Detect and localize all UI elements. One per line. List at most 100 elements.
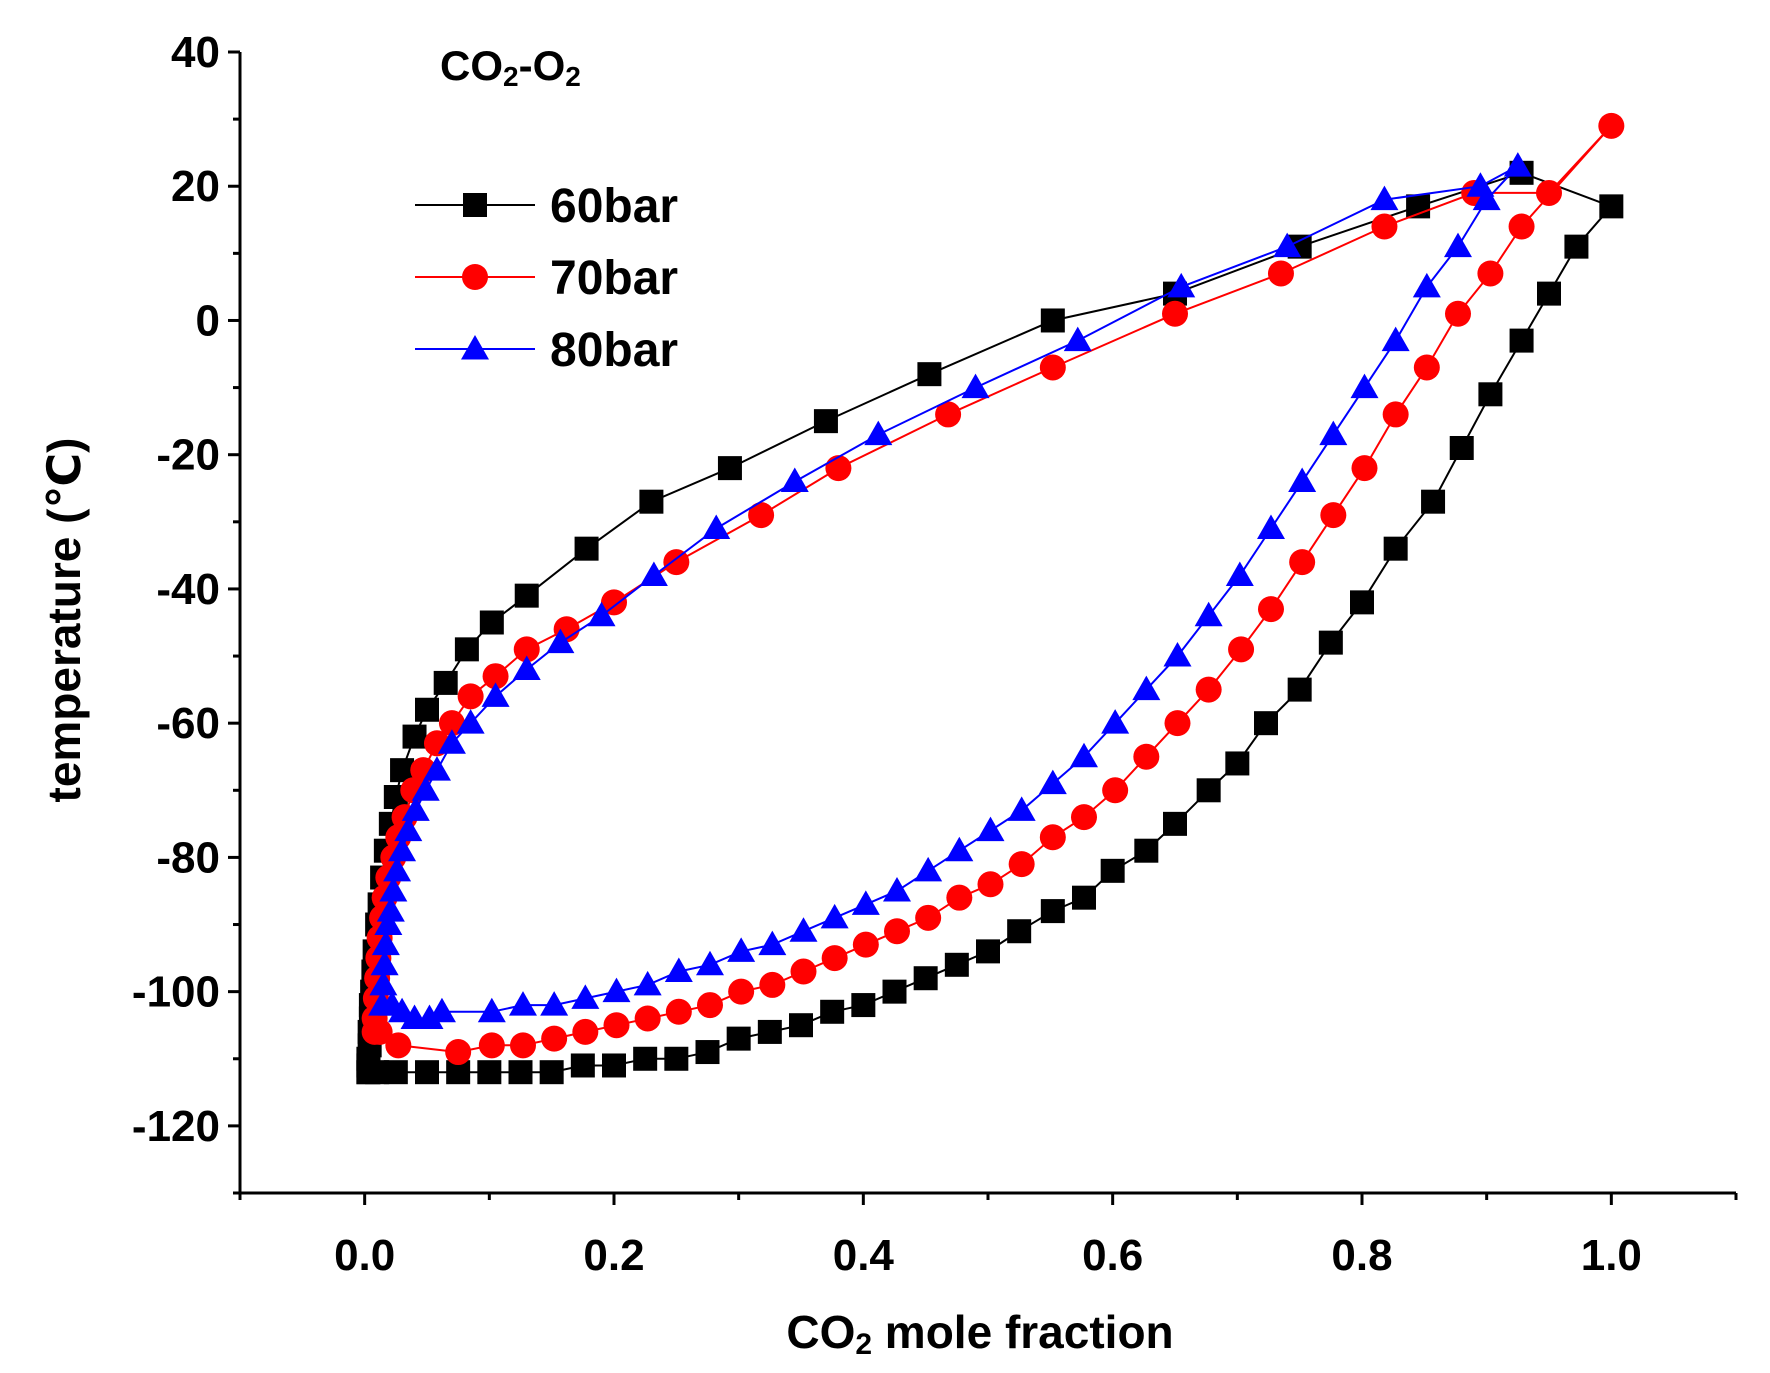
data-point-80bar bbox=[976, 816, 1005, 842]
data-point-80bar bbox=[820, 903, 849, 929]
data-point-80bar bbox=[1256, 514, 1285, 540]
legend-item-70bar: 70bar bbox=[415, 252, 678, 305]
data-point-80bar bbox=[1132, 675, 1161, 701]
data-point-70bar bbox=[513, 636, 540, 663]
x-axis-title-co: CO bbox=[786, 1306, 855, 1358]
x-axis-title: CO2 mole fraction bbox=[786, 1306, 1173, 1361]
y-tick-label: -120 bbox=[132, 1102, 220, 1151]
legend-label: 80bar bbox=[550, 324, 678, 377]
data-point-70bar bbox=[1477, 260, 1504, 287]
series-80bar bbox=[368, 152, 1532, 1029]
data-point-60bar bbox=[1383, 536, 1408, 561]
series-layer bbox=[356, 112, 1625, 1085]
x-tick-label: 0.0 bbox=[334, 1231, 395, 1280]
data-point-60bar bbox=[1100, 858, 1125, 883]
data-point-70bar bbox=[696, 992, 723, 1019]
data-point-70bar bbox=[825, 455, 852, 482]
data-point-70bar bbox=[915, 904, 942, 931]
data-point-70bar bbox=[1228, 636, 1255, 663]
data-point-80bar bbox=[1503, 152, 1532, 177]
data-point-70bar bbox=[1008, 851, 1035, 878]
data-point-60bar bbox=[1071, 885, 1096, 910]
data-point-70bar bbox=[1536, 179, 1562, 206]
data-point-60bar bbox=[1007, 919, 1032, 944]
data-point-60bar bbox=[913, 966, 938, 991]
data-point-70bar bbox=[385, 1032, 412, 1059]
data-point-70bar bbox=[759, 971, 786, 998]
data-point-70bar bbox=[482, 663, 509, 690]
data-point-60bar bbox=[602, 1053, 626, 1078]
data-point-80bar bbox=[702, 514, 731, 540]
data-point-80bar bbox=[1163, 642, 1192, 667]
data-point-80bar bbox=[914, 856, 943, 882]
x-tick-label: 0.4 bbox=[833, 1231, 895, 1280]
data-point-60bar bbox=[717, 456, 742, 481]
data-point-60bar bbox=[1163, 811, 1187, 836]
data-point-80bar bbox=[1443, 232, 1472, 258]
data-point-60bar bbox=[402, 724, 427, 749]
data-point-70bar bbox=[1195, 676, 1222, 703]
y-tick-label: -20 bbox=[156, 431, 220, 480]
data-point-70bar bbox=[601, 589, 627, 616]
data-point-80bar bbox=[400, 1004, 429, 1029]
data-point-70bar bbox=[1444, 300, 1471, 327]
data-point-80bar bbox=[1069, 742, 1098, 768]
data-point-60bar bbox=[633, 1046, 658, 1071]
data-point-60bar bbox=[1421, 489, 1446, 514]
data-point-70bar bbox=[1289, 549, 1316, 576]
x-axis-title-rest: mole fraction bbox=[872, 1306, 1174, 1358]
data-point-70bar bbox=[1598, 112, 1625, 139]
chart-title-o: -O bbox=[519, 42, 566, 89]
data-point-60bar bbox=[1196, 778, 1221, 803]
data-point-80bar bbox=[882, 876, 911, 902]
data-point-60bar bbox=[1350, 590, 1374, 615]
x-tick-label: 0.6 bbox=[1082, 1231, 1143, 1280]
data-point-60bar bbox=[539, 1060, 564, 1085]
data-point-60bar bbox=[1509, 328, 1534, 353]
data-point-70bar bbox=[457, 683, 484, 710]
data-point-70bar bbox=[1257, 596, 1284, 623]
data-point-60bar bbox=[479, 610, 504, 635]
data-point-70bar bbox=[1267, 260, 1294, 287]
data-point-70bar bbox=[883, 918, 910, 945]
data-point-80bar bbox=[546, 628, 575, 654]
data-point-60bar bbox=[1287, 677, 1312, 702]
data-point-60bar bbox=[1478, 382, 1503, 407]
data-point-80bar bbox=[758, 930, 787, 956]
data-point-70bar bbox=[1382, 401, 1409, 428]
data-point-60bar bbox=[454, 637, 479, 662]
data-point-80bar bbox=[664, 957, 693, 983]
chart-title-co: CO bbox=[440, 42, 503, 89]
data-point-80bar bbox=[1472, 185, 1501, 211]
data-point-60bar bbox=[917, 362, 942, 387]
data-point-80bar bbox=[695, 950, 724, 976]
data-point-70bar bbox=[445, 1039, 472, 1066]
data-point-60bar bbox=[1564, 234, 1589, 259]
data-point-60bar bbox=[664, 1046, 689, 1071]
data-point-80bar bbox=[422, 756, 451, 781]
legend-marker bbox=[461, 335, 489, 360]
data-point-80bar bbox=[1063, 326, 1092, 352]
y-tick-label: -100 bbox=[132, 968, 220, 1017]
data-point-80bar bbox=[780, 467, 809, 493]
legend-item-60bar: 60bar bbox=[415, 180, 678, 233]
data-point-60bar bbox=[415, 1060, 439, 1085]
legend-marker bbox=[462, 264, 488, 290]
data-point-60bar bbox=[570, 1053, 595, 1078]
data-point-80bar bbox=[512, 655, 541, 680]
data-point-80bar bbox=[1225, 561, 1254, 587]
data-point-60bar bbox=[1537, 281, 1561, 306]
data-point-80bar bbox=[639, 561, 668, 587]
y-tick-label: 40 bbox=[171, 28, 220, 77]
data-point-80bar bbox=[371, 930, 400, 956]
x-axis-title-sub: 2 bbox=[855, 1328, 872, 1361]
data-point-70bar bbox=[509, 1032, 536, 1059]
data-point-80bar bbox=[374, 910, 403, 936]
data-point-80bar bbox=[388, 836, 417, 862]
data-point-70bar bbox=[821, 945, 848, 972]
data-point-80bar bbox=[376, 897, 405, 922]
data-point-60bar bbox=[508, 1060, 533, 1085]
data-point-80bar bbox=[587, 601, 616, 627]
